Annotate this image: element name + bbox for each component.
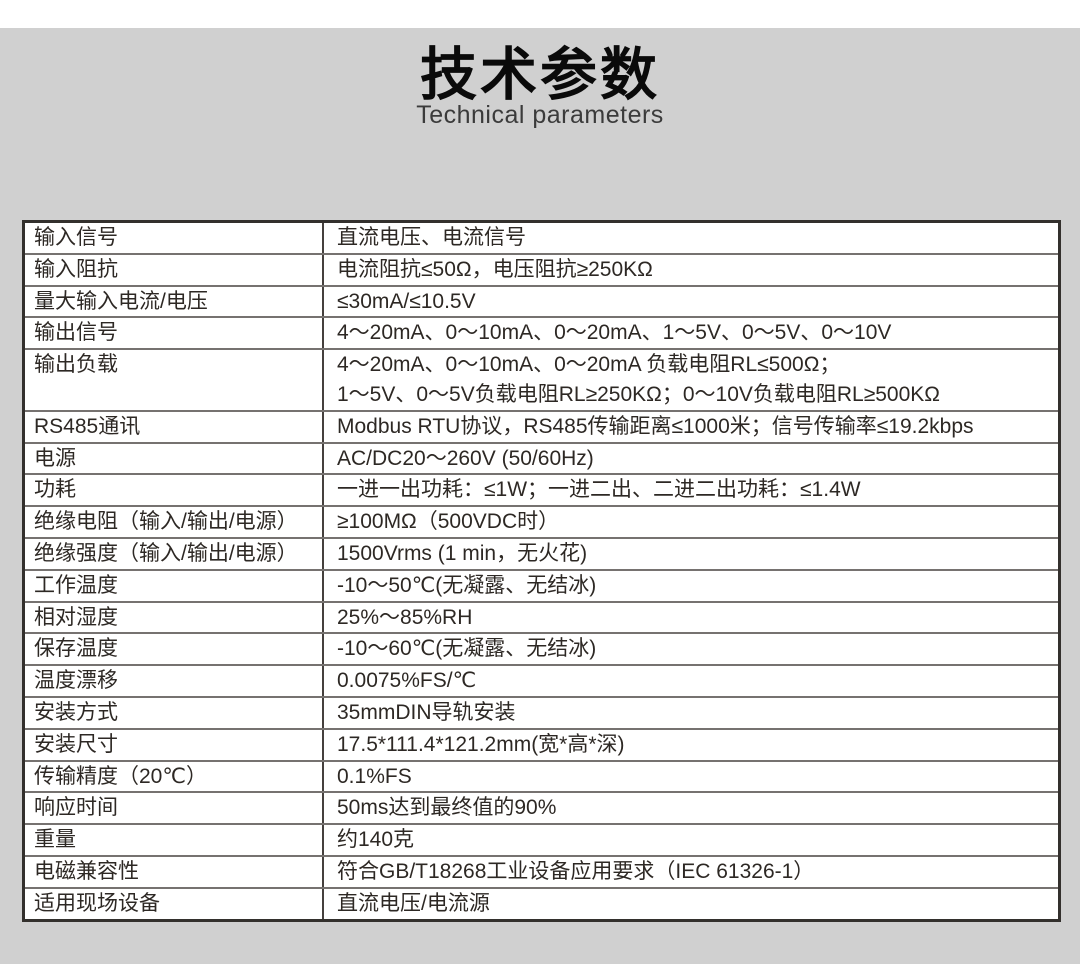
param-value-line: 50ms达到最终值的90% (337, 796, 557, 820)
table-row: 绝缘强度（输入/输出/电源） 1500Vrms (1 min，无火花) (25, 538, 1058, 571)
param-value-line: 0.1%FS (337, 764, 412, 788)
param-value: 约140克 (324, 825, 1058, 855)
param-value: 4～20mA、0～10mA、0～20mA、1～5V、0～5V、0～10V (324, 318, 1058, 348)
param-value-line: 直流电压、电流信号 (337, 226, 526, 249)
table-row: 输出负载 4～20mA、0～10mA、0～20mA 负载电阻RL≤500Ω； 1～5… (25, 350, 1058, 412)
table-row: 保存温度 -10～60℃(无凝露、无结冰) (25, 634, 1058, 667)
param-value-line: ≥100MΩ（500VDC时） (337, 510, 560, 534)
table-row: 传输精度（20℃） 0.1%FS (25, 761, 1058, 794)
param-value-line: -10～60℃(无凝露、无结冰) (337, 637, 597, 661)
table-row: 工作温度 -10～50℃(无凝露、无结冰) (25, 570, 1058, 603)
param-name: 安装尺寸 (25, 729, 324, 760)
param-value: -10～50℃(无凝露、无结冰) (324, 571, 1058, 601)
param-value-line: 4～20mA、0～10mA、0～20mA、1～5V、0～5V、0～10V (337, 321, 892, 345)
param-value: 电流阻抗≤50Ω，电压阻抗≥250KΩ (324, 255, 1058, 285)
table-row: 适用现场设备 直流电压/电流源 (25, 888, 1058, 919)
param-value-line: Modbus RTU协议，RS485传输距离≤1000米；信号传输率≤19.2k… (337, 414, 974, 438)
param-value: 1500Vrms (1 min，无火花) (324, 539, 1058, 569)
param-name: 温度漂移 (25, 666, 324, 696)
param-name: 响应时间 (25, 793, 324, 824)
param-value-line: 0.0075%FS/℃ (337, 669, 477, 693)
param-value-line: 一进一出功耗：≤1W；一进二出、二进二出功耗：≤1.4W (337, 478, 861, 502)
param-value-line: 35mmDIN导轨安装 (337, 700, 516, 724)
param-name: 输入信号 (25, 223, 324, 253)
param-value-line: 25%～85%RH (337, 605, 473, 629)
param-name: 重量 (25, 825, 324, 855)
table-row: 电源 AC/DC20～260V (50/60Hz) (25, 443, 1058, 476)
param-name: 输出信号 (25, 318, 324, 349)
param-name: 量大输入电流/电压 (25, 286, 324, 317)
table-row: 安装方式 35mmDIN导轨安装 (25, 697, 1058, 730)
param-value: 50ms达到最终值的90% (324, 793, 1058, 823)
param-value: 25%～85%RH (324, 603, 1058, 633)
param-value-line: AC/DC20～260V (50/60Hz) (337, 446, 594, 470)
param-value: -10～60℃(无凝露、无结冰) (324, 634, 1058, 664)
param-value-line: 直流电压/电流源 (337, 891, 490, 915)
param-value: ≥100MΩ（500VDC时） (324, 507, 1058, 537)
page-title: 技术参数 (420, 43, 660, 107)
param-name: 绝缘电阻（输入/输出/电源） (25, 507, 324, 537)
param-value: 0.1%FS (324, 762, 1058, 792)
param-value-line: 电流阻抗≤50Ω，电压阻抗≥250KΩ (337, 257, 653, 281)
param-name: 功耗 (25, 475, 324, 506)
table-row: 温度漂移 0.0075%FS/℃ (25, 666, 1058, 698)
param-name: 电磁兼容性 (25, 856, 324, 887)
param-name: 输出负载 (25, 350, 324, 410)
table-row: 输入阻抗 电流阻抗≤50Ω，电压阻抗≥250KΩ (25, 254, 1058, 287)
param-name: 工作温度 (25, 570, 324, 601)
param-name: 输入阻抗 (25, 254, 324, 285)
param-value: 直流电压、电流信号 (324, 223, 1058, 253)
param-name: 安装方式 (25, 697, 324, 728)
param-value: 17.5*111.4*121.2mm(宽*高*深) (324, 730, 1058, 760)
param-value: 35mmDIN导轨安装 (324, 698, 1058, 728)
param-value-line: 4～20mA、0～10mA、0～20mA 负载电阻RL≤500Ω； (337, 353, 841, 377)
table-row: 安装尺寸 17.5*111.4*121.2mm(宽*高*深) (25, 729, 1058, 762)
param-value: 0.0075%FS/℃ (324, 666, 1058, 696)
param-name: 电源 (25, 443, 324, 474)
page-subtitle: Technical parameters (416, 100, 664, 129)
table-row: 相对湿度 25%～85%RH (25, 602, 1058, 635)
param-value-line: 约140克 (337, 828, 415, 852)
param-value-line: 17.5*111.4*121.2mm(宽*高*深) (337, 732, 625, 756)
page-header: 技术参数 Technical parameters (0, 43, 1080, 130)
table-row: 功耗 一进一出功耗：≤1W；一进二出、二进二出功耗：≤1.4W (25, 475, 1058, 508)
table-row: 绝缘电阻（输入/输出/电源） ≥100MΩ（500VDC时） (25, 507, 1058, 539)
table-row: 输入信号 直流电压、电流信号 (25, 223, 1058, 255)
param-value: 4～20mA、0～10mA、0～20mA 负载电阻RL≤500Ω； 1～5V、0～… (324, 350, 1058, 410)
param-value: 直流电压/电流源 (324, 889, 1058, 919)
param-value-line: 1～5V、0～5V负载电阻RL≥250KΩ；0～10V负载电阻RL≥500KΩ (337, 382, 941, 406)
param-name: 相对湿度 (25, 602, 324, 633)
param-name: 传输精度（20℃） (25, 761, 324, 792)
param-name: 适用现场设备 (25, 888, 324, 919)
table-row: 量大输入电流/电压 ≤30mA/≤10.5V (25, 286, 1058, 319)
param-name: RS485通讯 (25, 411, 324, 442)
table-row: 电磁兼容性 符合GB/T18268工业设备应用要求（IEC 61326-1） (25, 856, 1058, 889)
table-row: RS485通讯 Modbus RTU协议，RS485传输距离≤1000米；信号传输… (25, 411, 1058, 444)
param-value-line: ≤30mA/≤10.5V (337, 289, 476, 313)
table-row: 重量 约140克 (25, 825, 1058, 857)
param-value-line: 1500Vrms (1 min，无火花) (337, 541, 588, 565)
param-value: AC/DC20～260V (50/60Hz) (324, 444, 1058, 474)
top-white-strip (0, 0, 1080, 28)
param-value: 一进一出功耗：≤1W；一进二出、二进二出功耗：≤1.4W (324, 475, 1058, 505)
param-name: 保存温度 (25, 634, 324, 665)
param-value: 符合GB/T18268工业设备应用要求（IEC 61326-1） (324, 857, 1058, 887)
param-name: 绝缘强度（输入/输出/电源） (25, 538, 324, 569)
param-value-line: -10～50℃(无凝露、无结冰) (337, 573, 597, 597)
param-value-line: 符合GB/T18268工业设备应用要求（IEC 61326-1） (337, 859, 815, 883)
spec-table: 输入信号 直流电压、电流信号 输入阻抗 电流阻抗≤50Ω，电压阻抗≥250KΩ 量大输入… (22, 220, 1061, 922)
table-row: 输出信号 4～20mA、0～10mA、0～20mA、1～5V、0～5V、0～10V (25, 318, 1058, 351)
param-value: ≤30mA/≤10.5V (324, 287, 1058, 317)
param-value: Modbus RTU协议，RS485传输距离≤1000米；信号传输率≤19.2k… (324, 412, 1058, 442)
table-row: 响应时间 50ms达到最终值的90% (25, 793, 1058, 826)
